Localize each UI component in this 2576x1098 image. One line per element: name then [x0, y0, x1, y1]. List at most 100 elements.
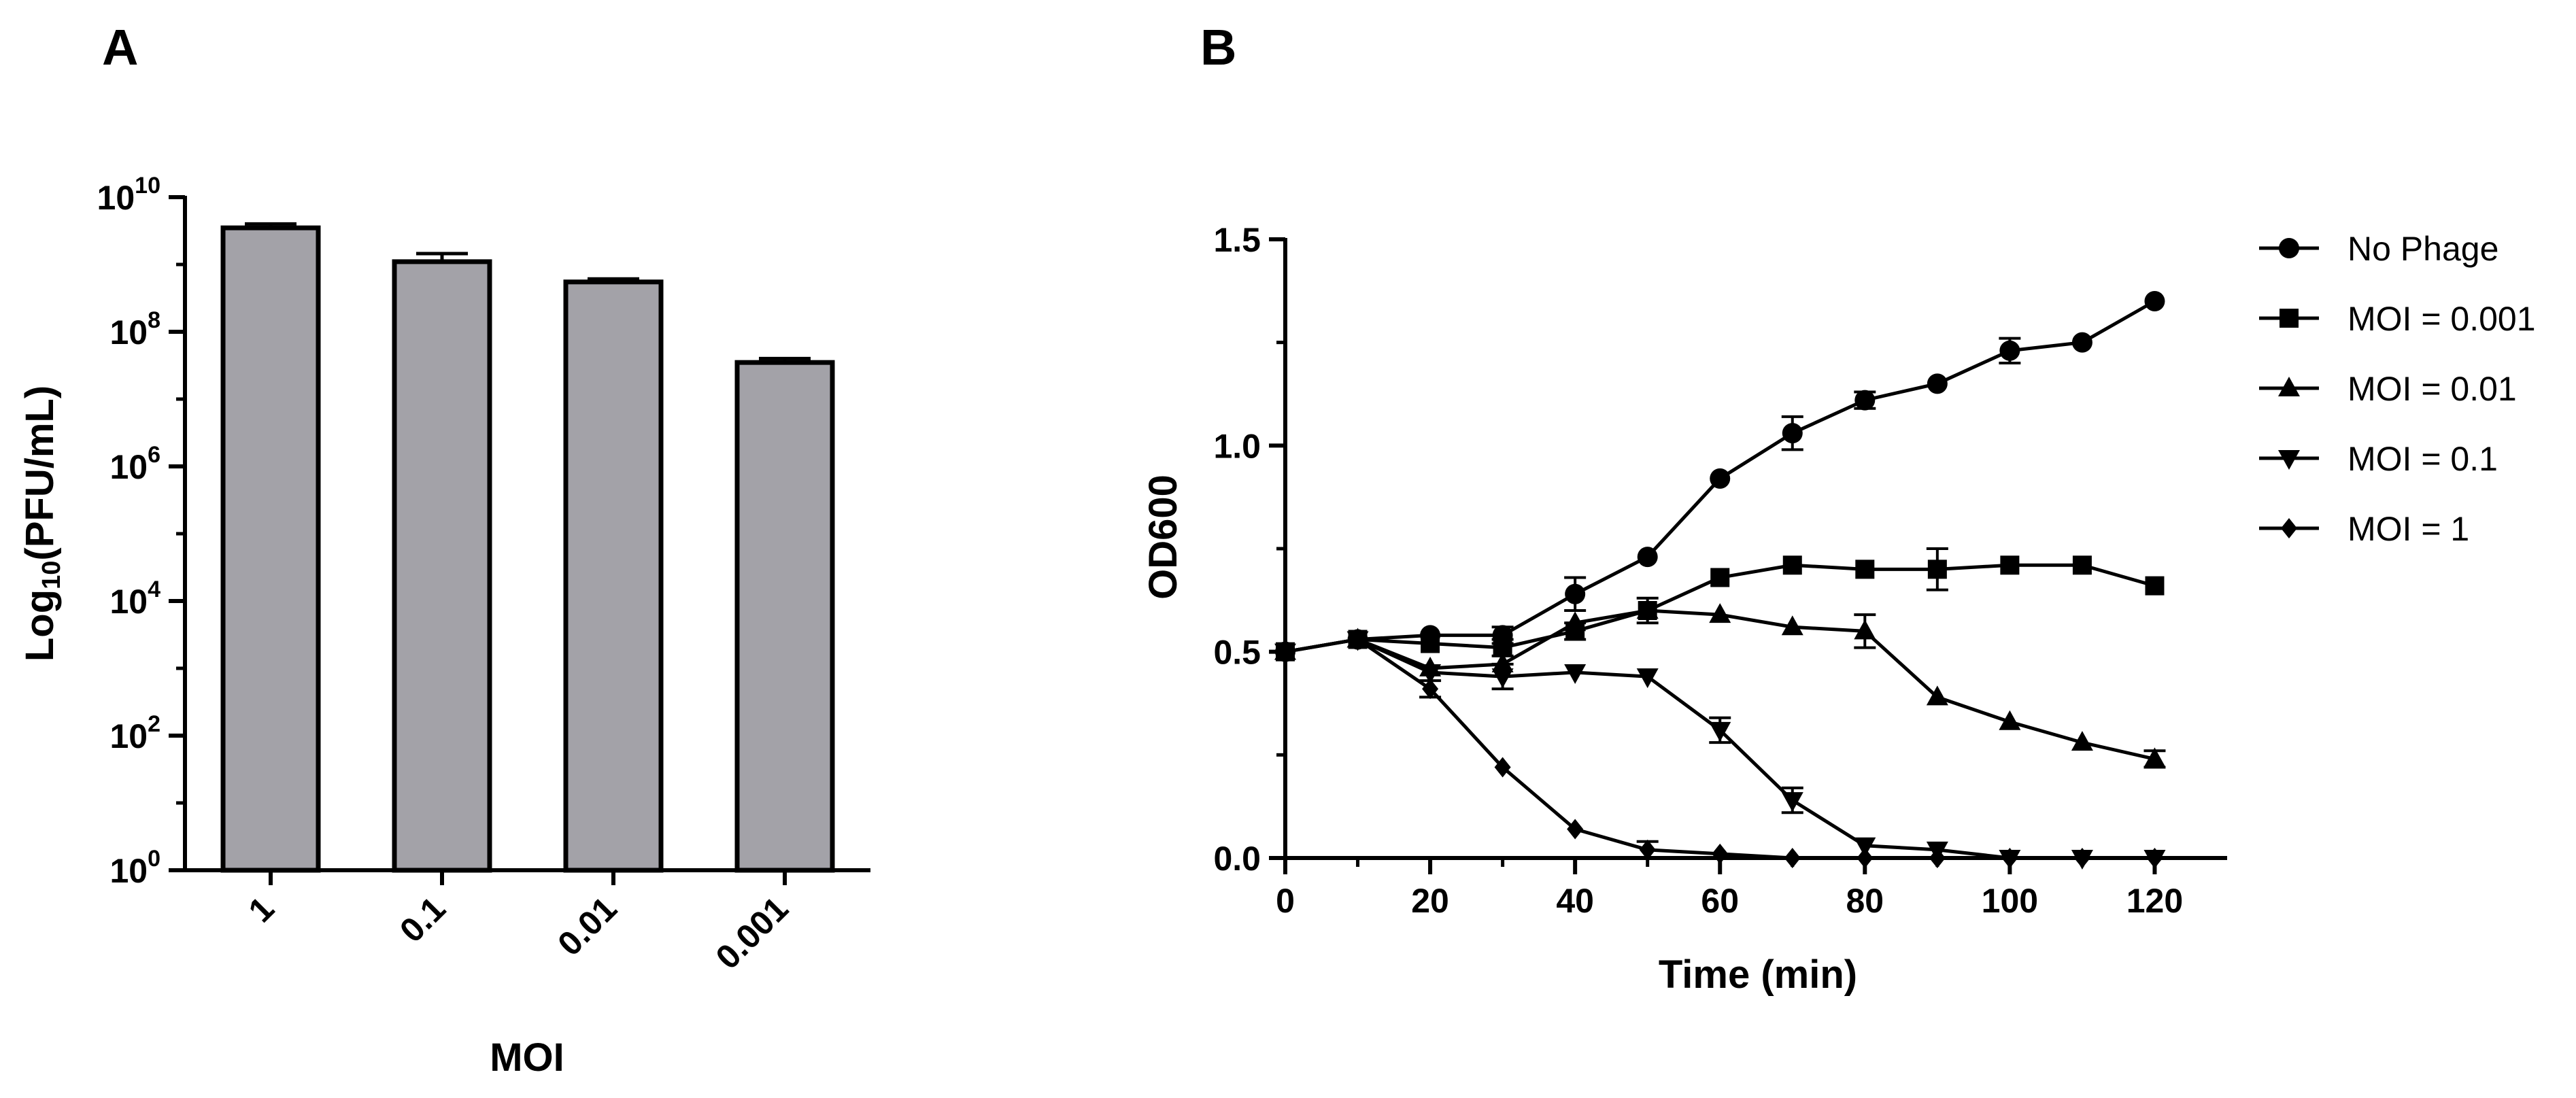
ylabel-unit: (PFU/mL) [18, 385, 62, 561]
data-point-circle [1565, 583, 1586, 604]
data-point-triangle-up [2071, 731, 2093, 751]
data-point-triangle-up [2143, 747, 2166, 768]
bar-1 [220, 225, 321, 873]
panel-a-x-tick-label: 0.01 [550, 889, 624, 963]
data-point-triangle-up [1926, 685, 1948, 706]
legend-item: MOI = 0.1 [2259, 440, 2498, 478]
legend-marker-diamond [2281, 518, 2297, 538]
data-point-square [1855, 560, 1875, 579]
y-tick-exponent: 4 [148, 577, 160, 602]
data-point-triangle-up [1999, 710, 2021, 730]
panel-a-letter: A [102, 19, 138, 75]
panel-b-x-axis-title: Time (min) [1659, 953, 1857, 997]
data-point-diamond [1567, 819, 1584, 840]
data-point-triangle-up [1564, 611, 1587, 632]
y-tick-exponent: 8 [148, 307, 160, 333]
data-point-triangle-down [1564, 664, 1587, 684]
data-point-square [1782, 555, 1802, 575]
data-point-square [1927, 560, 1947, 579]
data-point-circle [1782, 423, 1803, 444]
series-line-triangle-down [1285, 637, 2155, 860]
panel-b-y-axis-title: OD600 [1141, 475, 1185, 600]
bar-0.01 [563, 279, 664, 873]
series-diamond [1277, 629, 2163, 868]
data-point-triangle-up [1636, 599, 1659, 619]
panel-a-y-tick-label: 1010 [97, 173, 160, 217]
data-point-diamond [1929, 848, 1946, 868]
data-point-diamond [1712, 843, 1729, 864]
panel-a-y-tick-label: 100 [109, 846, 160, 890]
legend-item: MOI = 0.001 [2259, 300, 2536, 338]
bar-0.1 [392, 259, 492, 873]
data-point-triangle-up [1491, 652, 1514, 672]
ylabel-subscript: 10 [37, 561, 66, 589]
panel-a-x-tick-label: 1 [241, 889, 282, 929]
data-point-triangle-down [1709, 721, 1731, 742]
panel-b-series [1274, 291, 2166, 870]
legend-label: MOI = 0.1 [2348, 440, 2498, 478]
data-point-triangle-down [1491, 668, 1514, 689]
panel-b-y-tick-label: 1.0 [1213, 427, 1261, 465]
panel-a-x-tick-label: 0.001 [709, 889, 796, 976]
panel-b-x-tick-label: 0 [1276, 882, 1295, 920]
data-point-diamond [1784, 848, 1801, 868]
data-point-triangle-up [1709, 603, 1731, 623]
bar-0.001 [734, 360, 835, 873]
panel-a-y-axis-title: Log10(PFU/mL) [18, 385, 66, 662]
y-tick-base: 10 [109, 852, 148, 890]
series-line-diamond [1285, 637, 2155, 860]
data-point-triangle-down [1419, 664, 1442, 684]
data-point-diamond [1494, 757, 1511, 778]
panel-b-x-tick-label: 80 [1846, 882, 1884, 920]
legend-label: No Phage [2348, 230, 2498, 268]
panel-b-x-tick-label: 120 [2126, 882, 2183, 920]
data-point-diamond [1349, 629, 1366, 650]
panel-a-bars [220, 222, 835, 873]
data-point-circle [1854, 390, 1876, 411]
panel-b-y-tick-label: 1.5 [1213, 221, 1261, 259]
data-point-circle [2071, 332, 2092, 353]
panel-b-x-tick-label: 20 [1411, 882, 1449, 920]
data-point-square [2072, 555, 2092, 575]
data-point-square [2000, 555, 2020, 575]
legend-item: MOI = 1 [2259, 510, 2469, 548]
panel-a-y-tick-label: 102 [109, 711, 160, 755]
y-tick-exponent: 10 [135, 173, 160, 199]
panel-b-x-tick-label: 100 [1982, 882, 2038, 920]
legend-marker-triangle-up [2278, 377, 2300, 396]
legend-item: MOI = 0.01 [2259, 370, 2517, 408]
y-tick-exponent: 6 [148, 442, 160, 468]
data-point-square [2145, 576, 2165, 596]
data-point-triangle-down [1636, 668, 1659, 689]
data-point-diamond [1639, 839, 1656, 860]
ylabel-log: Log [18, 589, 62, 662]
legend-label: MOI = 0.001 [2348, 300, 2536, 338]
data-point-triangle-down [1781, 792, 1803, 812]
data-point-square [1710, 568, 1730, 587]
y-tick-exponent: 0 [148, 846, 160, 872]
y-tick-exponent: 2 [148, 711, 160, 737]
panel-a-y-tick-label: 106 [109, 442, 160, 486]
data-point-circle [1999, 340, 2020, 361]
data-point-triangle-up [1781, 615, 1803, 636]
data-point-square [1421, 634, 1440, 653]
data-point-circle [1927, 373, 1948, 394]
data-point-diamond [2073, 848, 2090, 868]
panel-a-x-tick-label: 0.1 [392, 889, 453, 950]
data-point-circle [1637, 547, 1658, 568]
legend-item: No Phage [2259, 230, 2498, 268]
panel-b-y-tick-label: 0.5 [1213, 634, 1261, 672]
data-point-diamond [1277, 641, 1293, 662]
data-point-diamond [1422, 679, 1439, 700]
y-tick-base: 10 [109, 448, 148, 486]
panel-b-letter: B [1200, 19, 1236, 75]
y-tick-base: 10 [97, 179, 135, 217]
panel-b-y-tick-label: 0.0 [1213, 840, 1261, 878]
series-triangle-down [1274, 631, 2166, 870]
panel-a-y-tick-label: 108 [109, 307, 160, 351]
panel-a-y-tick-label: 104 [109, 577, 160, 621]
data-point-diamond [2146, 848, 2163, 868]
y-tick-base: 10 [109, 313, 148, 351]
